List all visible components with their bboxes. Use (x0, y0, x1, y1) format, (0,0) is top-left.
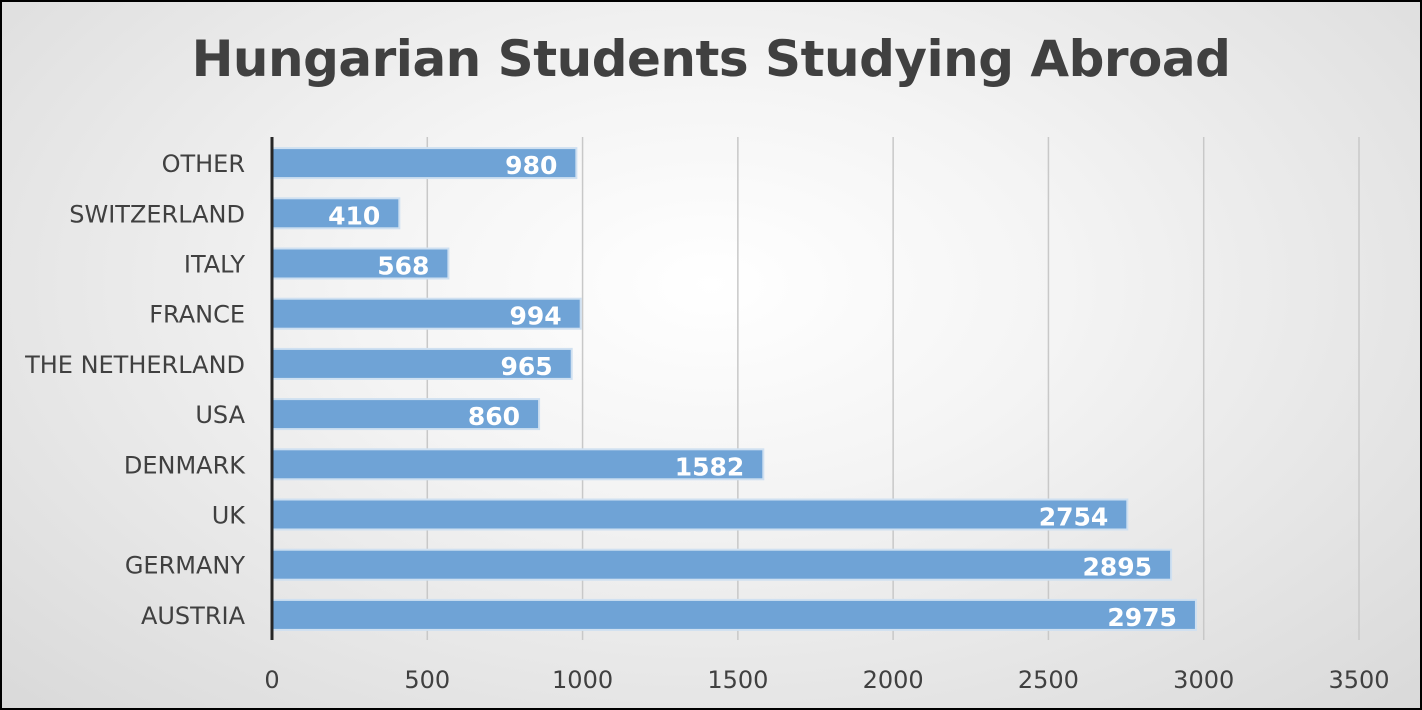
category-label: USA (195, 401, 245, 429)
category-label: ITALY (184, 251, 245, 279)
data-label: 965 (501, 352, 553, 381)
data-label: 410 (328, 201, 380, 230)
x-tick-label: 2000 (863, 666, 924, 694)
bar (271, 598, 1197, 631)
data-label: 2975 (1107, 603, 1177, 632)
data-label: 994 (510, 302, 562, 331)
x-tick-label: 3000 (1173, 666, 1234, 694)
category-label: AUSTRIA (141, 602, 246, 630)
bar (271, 498, 1129, 531)
category-label: UK (212, 502, 247, 530)
x-tick-label: 0 (264, 666, 279, 694)
gridlines (426, 137, 1360, 640)
data-label: 860 (468, 402, 520, 431)
x-tick-label: 500 (404, 666, 450, 694)
x-tick-label: 1000 (552, 666, 613, 694)
labels: 0 500 1000 1500 2000 2500 3000 3500 AUSTRIA 2975 G… (24, 150, 1389, 694)
x-tick-label: 1500 (707, 666, 768, 694)
x-tick-label: 2500 (1018, 666, 1079, 694)
data-label: 568 (377, 252, 429, 281)
data-label: 2895 (1083, 553, 1153, 582)
category-label: SWITZERLAND (69, 200, 245, 228)
bar (271, 147, 578, 180)
data-label: 980 (505, 151, 557, 180)
chart-title: Hungarian Students Studying Abroad (191, 30, 1231, 88)
data-label: 1582 (675, 452, 745, 481)
category-label: OTHER (162, 150, 245, 178)
bars (271, 147, 1197, 631)
category-label: GERMANY (125, 552, 246, 580)
category-label: FRANCE (149, 301, 245, 329)
category-label: THE NETHERLAND (24, 351, 245, 379)
bar (271, 448, 765, 481)
bar (271, 548, 1173, 581)
category-label: DENMARK (124, 451, 246, 479)
data-label: 2754 (1039, 503, 1109, 532)
x-tick-label: 3500 (1328, 666, 1389, 694)
